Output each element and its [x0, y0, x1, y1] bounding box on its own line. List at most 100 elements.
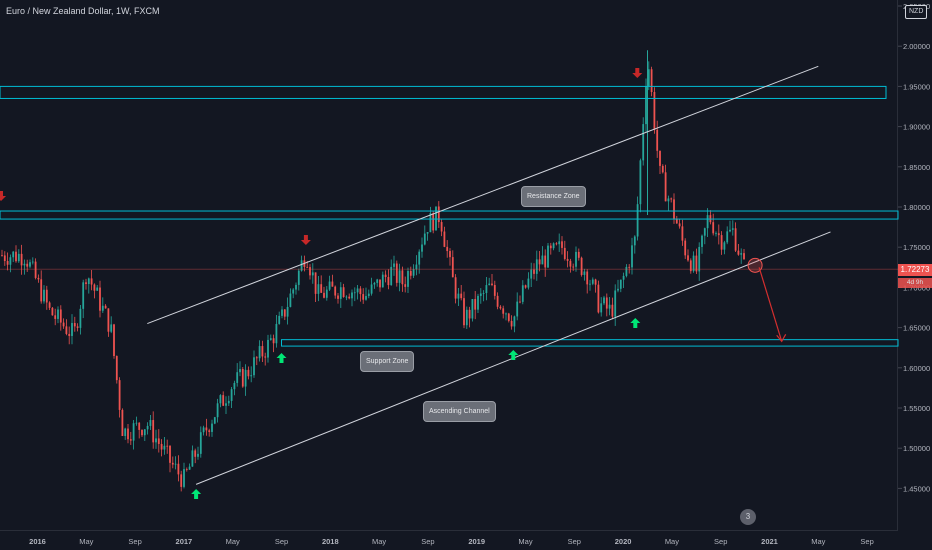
projection-arrow-head	[776, 333, 787, 343]
candle-body	[421, 244, 423, 252]
candle-body	[121, 409, 124, 437]
candle-body	[426, 232, 429, 234]
candle-body	[549, 245, 552, 249]
candle-body	[286, 306, 289, 317]
candle-body	[320, 284, 323, 293]
candle-body	[485, 285, 488, 294]
candle-body	[488, 283, 491, 286]
candle-body	[684, 240, 687, 256]
candle-body	[457, 293, 460, 299]
candle-body	[505, 313, 507, 315]
candle-body	[247, 369, 250, 377]
candle-body	[328, 281, 331, 290]
candle-body	[390, 266, 393, 286]
candle-body	[440, 222, 443, 232]
zone-box	[281, 339, 899, 347]
candle-body	[614, 290, 617, 317]
candle-body	[113, 324, 115, 357]
candle-body	[659, 150, 661, 166]
candle-body	[127, 428, 129, 440]
sell-arrow-icon	[632, 68, 643, 78]
candle-body	[449, 251, 451, 258]
x-tick-label: 2020	[615, 537, 632, 546]
candle-body	[31, 261, 34, 263]
support-zone-note[interactable]: Support Zone	[360, 351, 415, 372]
candle-body	[194, 450, 197, 457]
candle-body	[309, 267, 311, 276]
candle-body	[174, 463, 177, 465]
candle-body	[395, 263, 398, 283]
candle-body	[362, 294, 365, 300]
candle-body	[407, 270, 409, 287]
candle-body	[152, 420, 155, 443]
candle-body	[667, 198, 670, 202]
candle-body	[558, 241, 561, 245]
candle-body	[600, 303, 603, 313]
candle-body	[219, 395, 222, 404]
candle-body	[348, 296, 351, 299]
candle-body	[552, 243, 555, 249]
candle-body	[370, 284, 373, 294]
candle-body	[359, 288, 362, 295]
candle-body	[297, 270, 300, 285]
candle-body	[1, 255, 3, 257]
y-tick-label: 1.85000	[903, 163, 930, 172]
candle-body	[323, 292, 325, 298]
candle-body	[197, 453, 199, 457]
candle-body	[325, 289, 328, 298]
y-tick-label: 1.95000	[903, 82, 930, 91]
current-price-label: 1.72273	[898, 264, 932, 276]
candle-body	[589, 283, 591, 285]
candle-body	[468, 309, 471, 319]
candle-body	[255, 357, 258, 359]
ascending-channel-note[interactable]: Ascending Channel	[423, 401, 496, 422]
candle-body	[342, 287, 345, 298]
candle-body	[642, 124, 645, 161]
candle-body	[9, 257, 12, 265]
currency-badge[interactable]: NZD	[905, 5, 928, 19]
candle-body	[740, 253, 743, 255]
candle-body	[701, 235, 703, 247]
y-tick-label: 2.00000	[903, 42, 930, 51]
candle-body	[278, 315, 281, 324]
candle-body	[20, 253, 23, 266]
candle-body	[586, 271, 589, 285]
candle-body	[415, 264, 418, 270]
candle-body	[393, 263, 395, 267]
candle-body	[250, 375, 253, 377]
candle-body	[68, 333, 71, 336]
candle-body	[379, 279, 381, 288]
candle-body	[387, 277, 390, 286]
y-tick-label: 1.80000	[903, 203, 930, 212]
x-tick-label: Sep	[568, 537, 581, 546]
candle-body	[729, 229, 731, 232]
candle-body	[661, 165, 664, 173]
time-axis[interactable]: 2016 May Sep 2017 May Sep 2018 May Sep 2019 May Sep…	[29, 537, 874, 546]
candle-body	[143, 429, 146, 436]
candle-body	[356, 288, 359, 293]
candle-body	[331, 281, 334, 287]
resistance-zone-note[interactable]: Resistance Zone	[521, 186, 586, 207]
candle-body	[34, 261, 37, 278]
candle-body	[575, 251, 577, 267]
candle-body	[429, 213, 432, 233]
x-tick-label: May	[811, 537, 825, 546]
x-tick-label: 2018	[322, 537, 339, 546]
candle-body	[118, 380, 121, 410]
candle-body	[715, 233, 717, 235]
sell-arrow-icon	[300, 235, 311, 245]
candle-body	[678, 223, 681, 227]
candle-body	[409, 270, 412, 276]
candle-body	[561, 241, 563, 248]
candle-body	[37, 277, 40, 280]
candle-body	[689, 260, 692, 272]
candle-body	[681, 226, 684, 241]
x-tick-label: Sep	[275, 537, 288, 546]
candle-body	[376, 279, 379, 283]
candle-body	[491, 283, 493, 286]
candle-body	[85, 282, 87, 284]
candle-body	[507, 313, 510, 321]
candle-body	[191, 450, 194, 467]
